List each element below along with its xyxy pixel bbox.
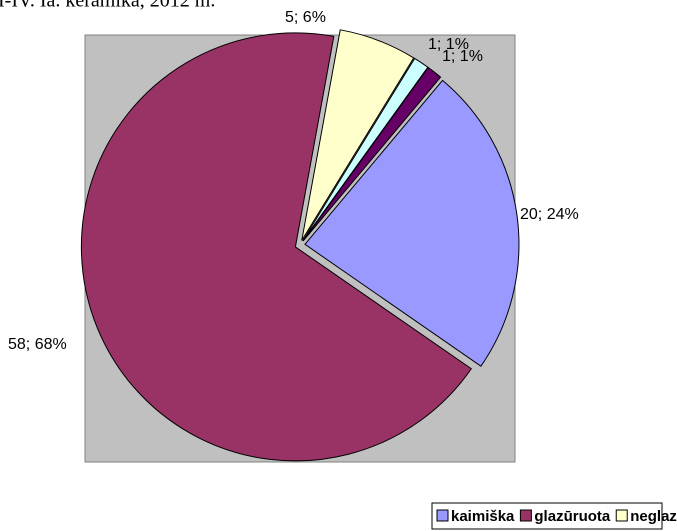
data-label: 1; 1% (442, 48, 483, 65)
legend-label: kaimiška (451, 508, 515, 525)
legend-label: neglazūruota (630, 508, 677, 525)
legend-swatch (615, 509, 628, 522)
legend-label: glazūruota (534, 508, 610, 525)
pie-slice (301, 29, 415, 241)
data-label: 58; 68% (8, 336, 67, 353)
pie-slice (302, 66, 442, 242)
data-label: 5; 6% (285, 9, 326, 26)
data-label: 1; 1% (428, 36, 469, 53)
data-label: 20; 24% (520, 206, 579, 223)
legend-swatch (519, 509, 532, 522)
pie-slice (304, 79, 520, 367)
chart-title: I-IV. Ia. keramika, 2012 m. (0, 0, 215, 12)
legend-swatch (436, 509, 449, 522)
pie-slice (80, 32, 473, 462)
